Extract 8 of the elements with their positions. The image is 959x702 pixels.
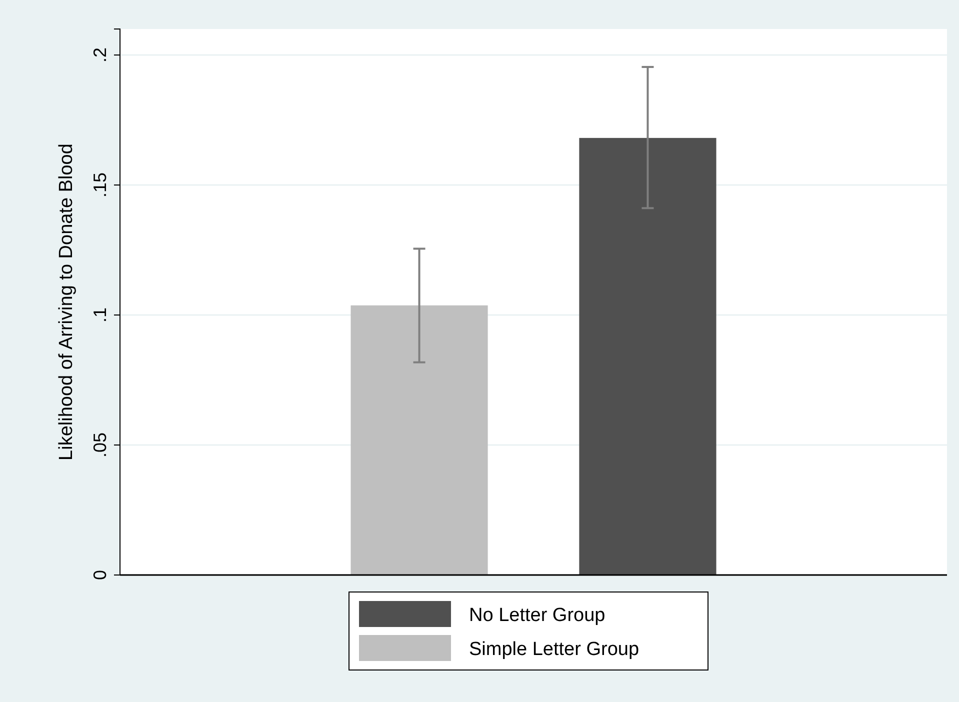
- legend-label: Simple Letter Group: [469, 639, 640, 660]
- y-tick-label: .2: [90, 47, 110, 63]
- y-tick-label: .15: [90, 172, 110, 198]
- y-axis-title: Likelihood of Arriving to Donate Blood: [56, 144, 77, 460]
- legend-label: No Letter Group: [469, 605, 606, 626]
- y-tick-label: 0: [90, 570, 110, 580]
- y-tick-label: .05: [90, 432, 110, 458]
- y-tick-label: .1: [90, 307, 110, 323]
